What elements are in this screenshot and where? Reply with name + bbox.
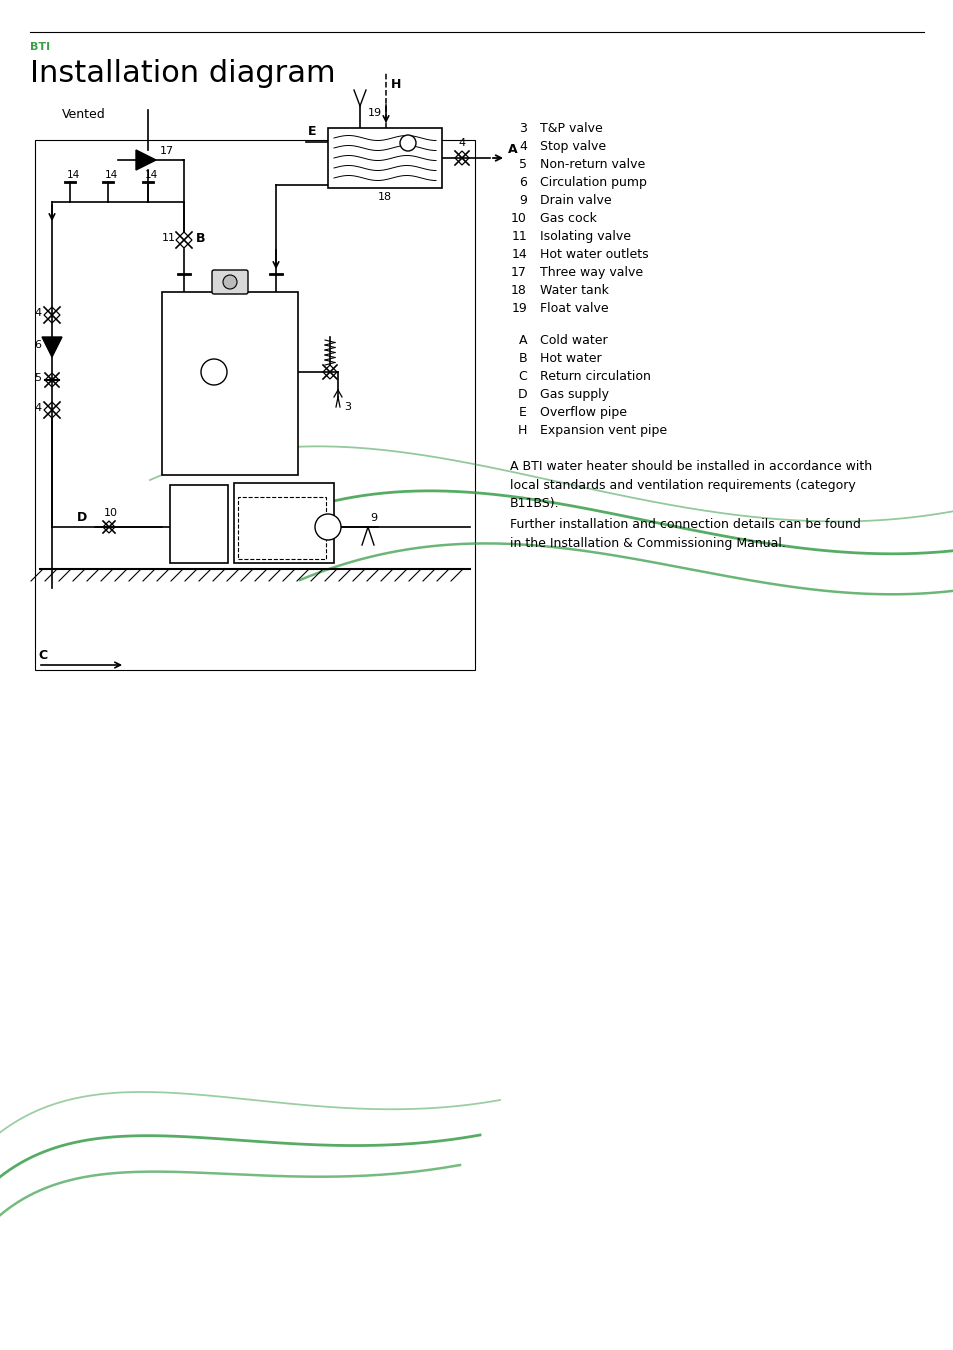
- Text: 19: 19: [511, 302, 526, 315]
- Text: Overflow pipe: Overflow pipe: [539, 406, 626, 418]
- Circle shape: [201, 359, 227, 385]
- Text: Installation diagram: Installation diagram: [30, 59, 335, 88]
- FancyBboxPatch shape: [212, 270, 248, 294]
- Text: 4: 4: [34, 308, 41, 319]
- Text: 4: 4: [457, 138, 465, 148]
- Circle shape: [314, 514, 340, 540]
- Text: Expansion vent pipe: Expansion vent pipe: [539, 424, 666, 437]
- Text: Non-return valve: Non-return valve: [539, 158, 644, 171]
- Bar: [162, 292, 297, 475]
- Text: 6: 6: [518, 176, 526, 189]
- Text: 3: 3: [518, 122, 526, 135]
- Text: B: B: [195, 231, 205, 244]
- Polygon shape: [42, 338, 62, 356]
- Circle shape: [399, 135, 416, 151]
- Text: E: E: [518, 406, 526, 418]
- Text: 10: 10: [511, 212, 526, 225]
- Text: C: C: [517, 370, 526, 383]
- Text: 18: 18: [377, 192, 392, 202]
- Text: Water tank: Water tank: [539, 284, 608, 297]
- Text: Hot water outlets: Hot water outlets: [539, 248, 648, 261]
- Text: 9: 9: [370, 513, 376, 522]
- Text: 14: 14: [511, 248, 526, 261]
- Text: H: H: [517, 424, 526, 437]
- Text: 17: 17: [160, 146, 174, 157]
- Text: Stop valve: Stop valve: [539, 140, 605, 153]
- Text: C: C: [38, 649, 47, 662]
- Text: Gas cock: Gas cock: [539, 212, 597, 225]
- Text: BTI: BTI: [30, 42, 51, 53]
- Text: Vented: Vented: [62, 108, 106, 122]
- Text: 6: 6: [34, 340, 41, 350]
- Text: 9: 9: [518, 194, 526, 207]
- Text: 5: 5: [34, 373, 41, 383]
- Text: 14: 14: [145, 170, 158, 180]
- Text: Return circulation: Return circulation: [539, 370, 650, 383]
- Text: Gas supply: Gas supply: [539, 387, 608, 401]
- Text: Cold water: Cold water: [539, 333, 607, 347]
- Bar: [233, 483, 334, 563]
- Text: A: A: [518, 333, 526, 347]
- Text: Isolating valve: Isolating valve: [539, 230, 630, 243]
- Text: 14: 14: [67, 170, 80, 180]
- Text: 17: 17: [511, 266, 526, 279]
- Bar: [35, 140, 475, 670]
- Text: 3: 3: [344, 402, 351, 412]
- Text: A: A: [507, 143, 517, 157]
- Text: 18: 18: [511, 284, 526, 297]
- Text: 19: 19: [368, 108, 382, 117]
- Text: T&P valve: T&P valve: [539, 122, 602, 135]
- Bar: [237, 497, 326, 559]
- Circle shape: [223, 275, 236, 289]
- Text: 4: 4: [518, 140, 526, 153]
- Polygon shape: [136, 150, 156, 170]
- Text: Three way valve: Three way valve: [539, 266, 642, 279]
- Text: Circulation pump: Circulation pump: [539, 176, 646, 189]
- Text: Further installation and connection details can be found
in the Installation & C: Further installation and connection deta…: [510, 518, 860, 549]
- Text: B: B: [517, 352, 526, 365]
- Text: 14: 14: [105, 170, 118, 180]
- Text: H: H: [391, 78, 401, 90]
- Bar: [328, 128, 441, 188]
- Text: Drain valve: Drain valve: [539, 194, 611, 207]
- Text: 10: 10: [104, 508, 118, 518]
- Text: Float valve: Float valve: [539, 302, 608, 315]
- Bar: [170, 485, 228, 563]
- Text: 4: 4: [34, 404, 41, 413]
- Text: 5: 5: [518, 158, 526, 171]
- Text: 11: 11: [162, 234, 175, 243]
- Text: E: E: [308, 126, 316, 138]
- Text: A BTI water heater should be installed in accordance with
local standards and ve: A BTI water heater should be installed i…: [510, 460, 871, 510]
- Text: 11: 11: [511, 230, 526, 243]
- Text: D: D: [77, 512, 87, 524]
- Text: Hot water: Hot water: [539, 352, 601, 365]
- Text: D: D: [517, 387, 526, 401]
